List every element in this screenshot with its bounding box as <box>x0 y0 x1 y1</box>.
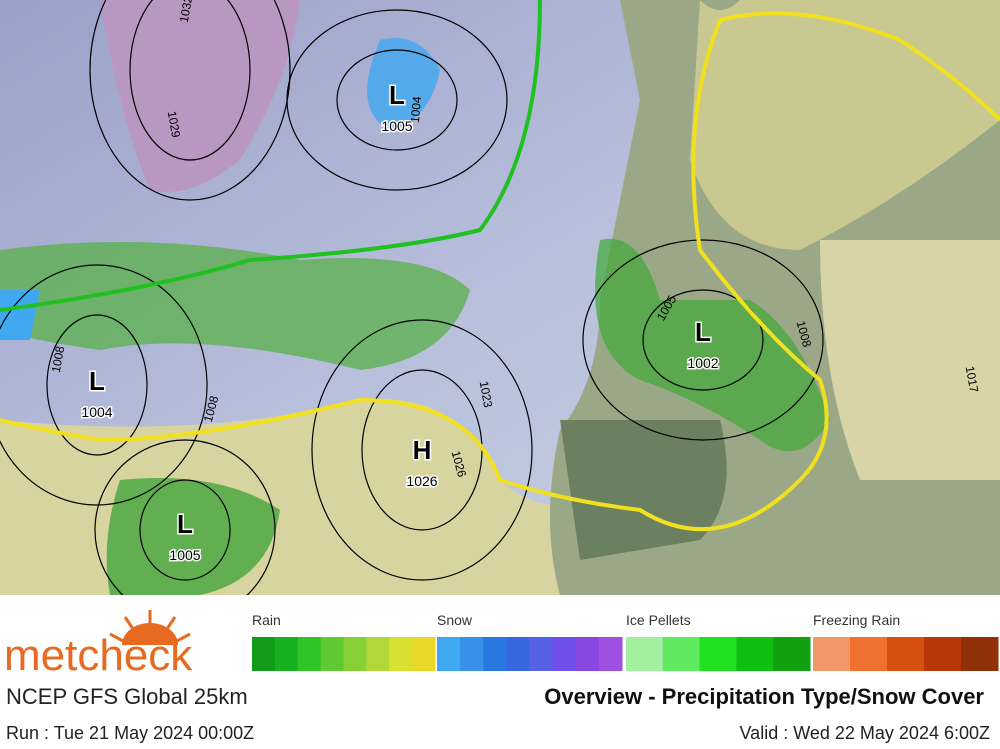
east-europe <box>820 240 1000 480</box>
valid: Valid : Wed 22 May 2024 6:00Z <box>740 723 990 743</box>
title: Overview - Precipitation Type/Snow Cover <box>544 684 984 709</box>
pressure-center-value: 1002 <box>687 355 718 371</box>
legend-swatch <box>252 637 276 671</box>
sun <box>122 623 178 645</box>
pressure-center-value: 1026 <box>406 473 437 489</box>
pressure-center-type: L <box>389 80 405 110</box>
logo: metcheck <box>4 610 193 680</box>
legend-swatch <box>437 637 461 671</box>
pressure-center-value: 1005 <box>169 547 200 563</box>
isobar-label: 1008 <box>201 394 222 424</box>
isobar-label: 1004 <box>408 95 424 123</box>
legend-swatch <box>887 637 925 671</box>
rain-uk <box>595 238 830 452</box>
legend-swatch <box>297 637 322 671</box>
legend-swatch <box>412 637 436 671</box>
pressure-center-value: 1004 <box>81 404 112 420</box>
snow-iceland <box>367 38 440 130</box>
isobar-label: 1026 <box>449 449 470 479</box>
pressure-center-type: L <box>177 509 193 539</box>
isobar-label: 1032 <box>177 0 195 24</box>
legend: Rain Snow Ice Pellets Freezing Rain <box>252 612 999 671</box>
pressure-center-value: 1005 <box>381 118 412 134</box>
run: Run : Tue 21 May 2024 00:00Z <box>6 723 254 743</box>
model: NCEP GFS Global 25km <box>6 684 248 709</box>
brand: metcheck <box>4 631 193 680</box>
legend-swatch <box>575 637 600 671</box>
isobar-label: 1029 <box>165 110 183 139</box>
legend-swatch <box>699 637 737 671</box>
legend-swatch <box>483 637 507 671</box>
legend-swatch <box>626 637 664 671</box>
legend-label: Snow <box>437 612 473 628</box>
legend-swatch <box>506 637 530 671</box>
legend-swatch <box>552 637 577 671</box>
legend-swatch <box>320 637 344 671</box>
legend-swatch <box>274 637 299 671</box>
rain-band <box>0 242 470 370</box>
yellow-front-north <box>719 11 1000 122</box>
green-front <box>0 0 542 312</box>
yellow-front <box>0 19 829 532</box>
legend-label: Ice Pellets <box>626 612 691 628</box>
legend-swatch <box>924 637 962 671</box>
legend-swatch <box>389 637 413 671</box>
isobar-label: 1008 <box>794 319 815 349</box>
legend-swatch <box>773 637 811 671</box>
legend-swatch <box>343 637 367 671</box>
legend-swatch <box>662 637 701 671</box>
legend-swatch <box>598 637 623 671</box>
pressure-center-type: L <box>695 317 711 347</box>
legend-swatch <box>736 637 774 671</box>
pressure-center-type: L <box>89 366 105 396</box>
rain-south <box>106 478 281 595</box>
footer <box>0 595 1000 749</box>
pressure-center-type: H <box>413 435 432 465</box>
isobars <box>0 0 824 621</box>
isobar-label: 1008 <box>49 345 67 374</box>
isobar-label: 1023 <box>477 380 495 409</box>
scandinavia <box>690 0 1000 250</box>
legend-swatch <box>813 637 851 671</box>
legend-label: Freezing Rain <box>813 612 900 628</box>
legend-label: Rain <box>252 612 281 628</box>
legend-swatch <box>460 637 484 671</box>
legend-swatch <box>850 637 888 671</box>
isobar-label: 1017 <box>963 365 981 394</box>
legend-swatch <box>366 637 390 671</box>
legend-swatch <box>529 637 554 671</box>
snow-canada <box>0 290 40 340</box>
iberia <box>560 420 727 560</box>
legend-swatch <box>961 637 999 671</box>
greenland <box>100 0 300 192</box>
